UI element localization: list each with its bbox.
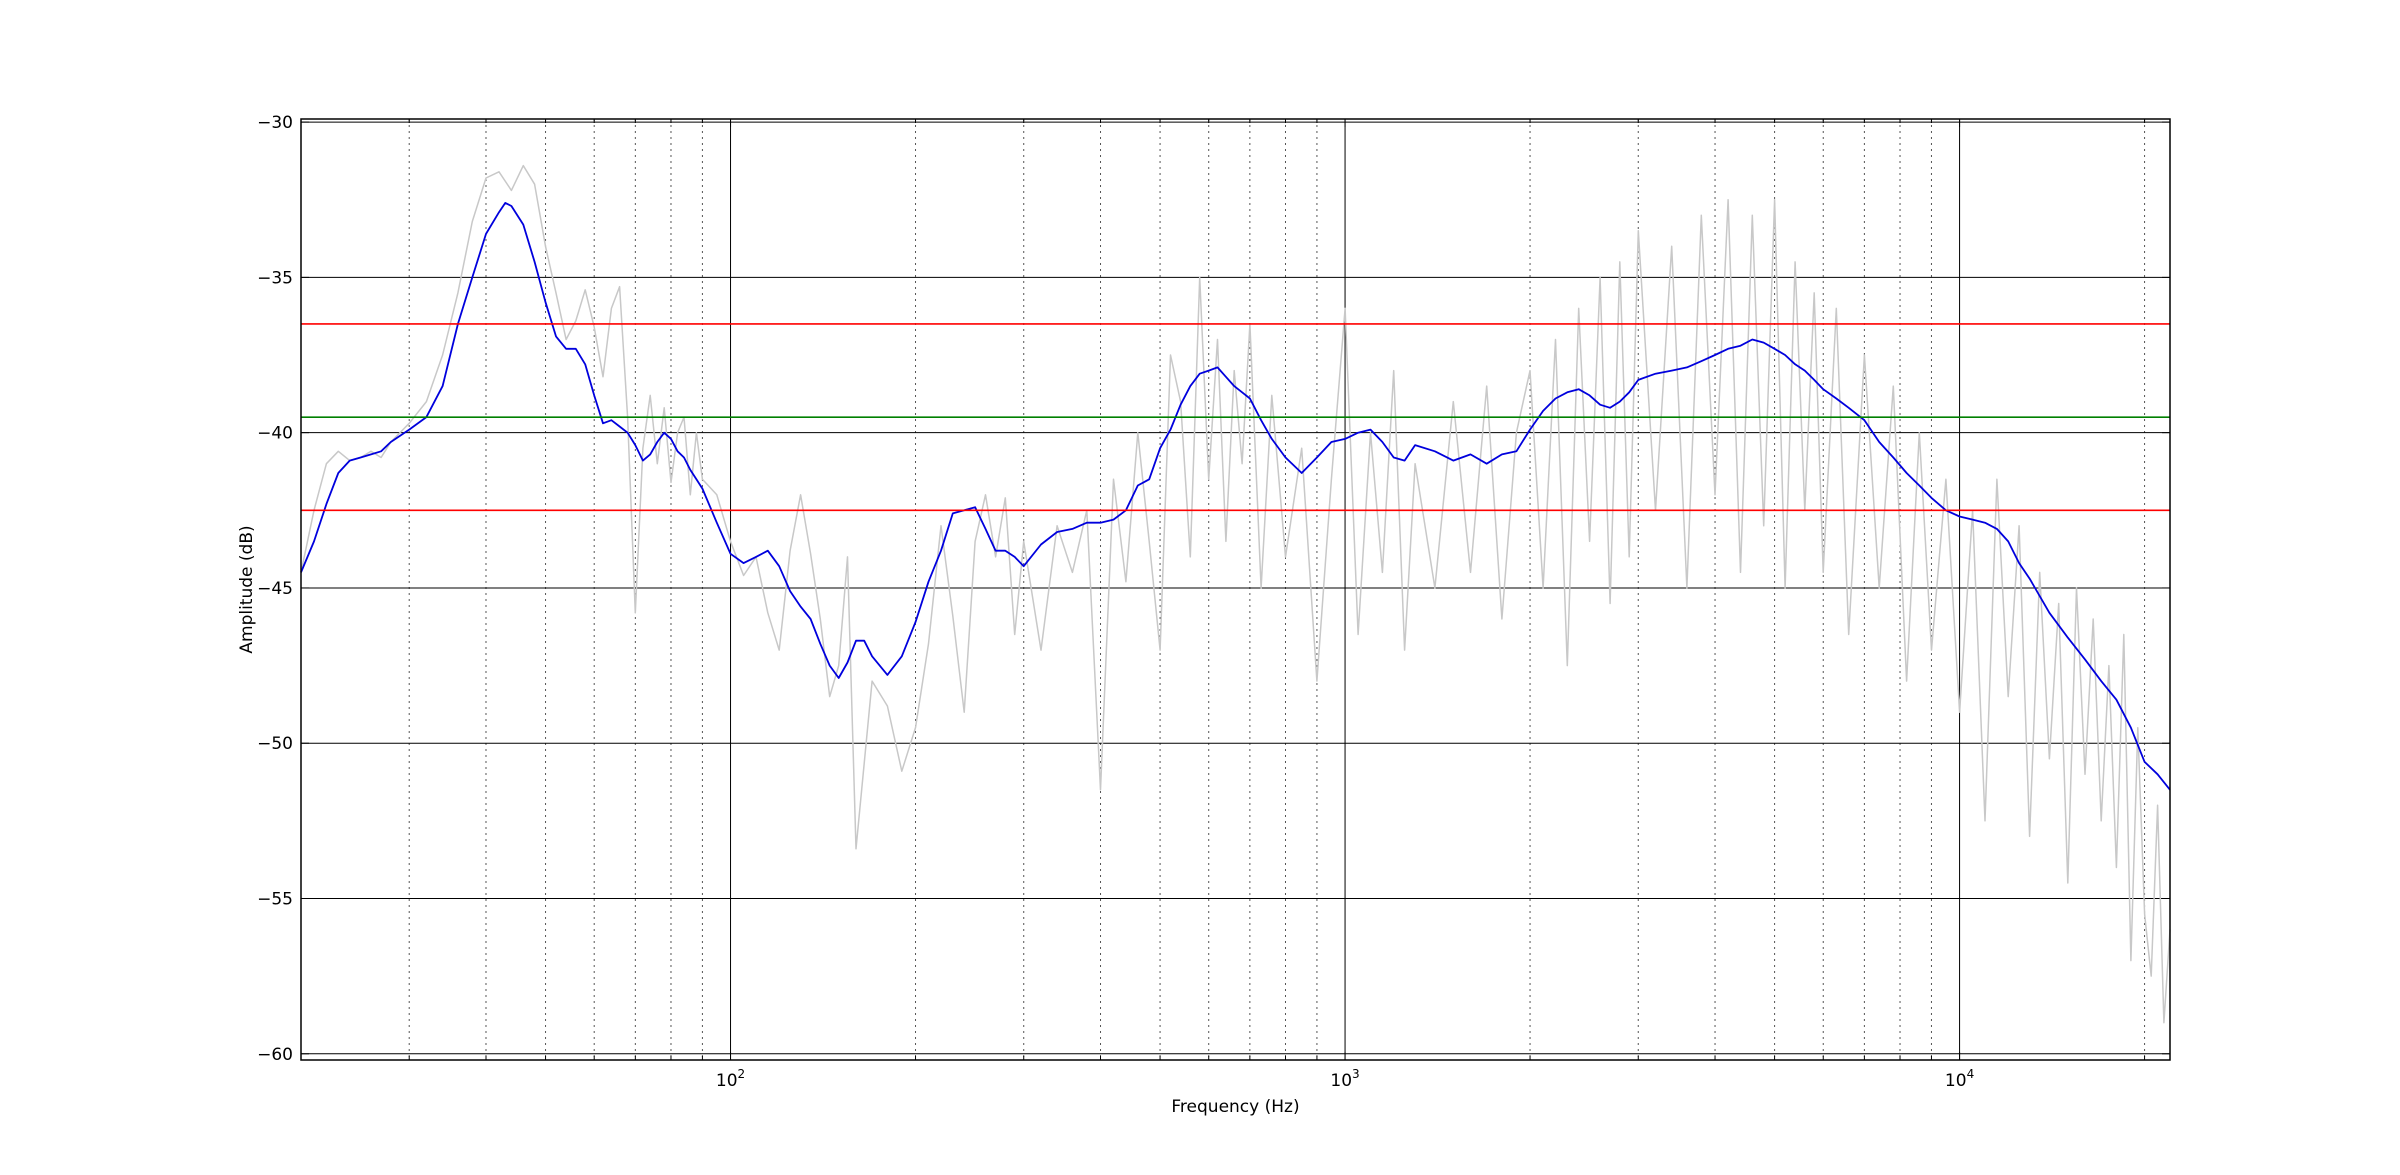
series-raw-line bbox=[300, 164, 2171, 1024]
x-tick-label: 103 bbox=[1330, 1067, 1359, 1091]
plot-frame bbox=[300, 118, 2171, 1061]
reference-lines bbox=[301, 323, 2170, 512]
y-tick-label: −35 bbox=[257, 268, 293, 288]
tick-labels: 102 103 104 −30 −35 −40 −45 −50 −55 −60 bbox=[257, 113, 1974, 1091]
y-tick-label: −30 bbox=[257, 113, 293, 133]
x-axis-label: Frequency (Hz) bbox=[1171, 1097, 1299, 1117]
y-tick-label: −55 bbox=[257, 890, 293, 910]
y-tick-label: −40 bbox=[257, 424, 293, 444]
y-tick-label: −45 bbox=[257, 579, 293, 599]
major-grid bbox=[301, 119, 2170, 1060]
axis-ticks bbox=[300, 119, 2170, 1060]
y-tick-label: −50 bbox=[257, 734, 293, 754]
series-smoothed-line bbox=[300, 201, 2171, 791]
x-tick-label: 104 bbox=[1945, 1067, 1974, 1091]
x-tick-label: 102 bbox=[716, 1067, 745, 1091]
series-layer bbox=[300, 164, 2171, 1024]
y-tick-label: −60 bbox=[257, 1045, 293, 1065]
y-axis-label: Amplitude (dB) bbox=[237, 525, 257, 653]
